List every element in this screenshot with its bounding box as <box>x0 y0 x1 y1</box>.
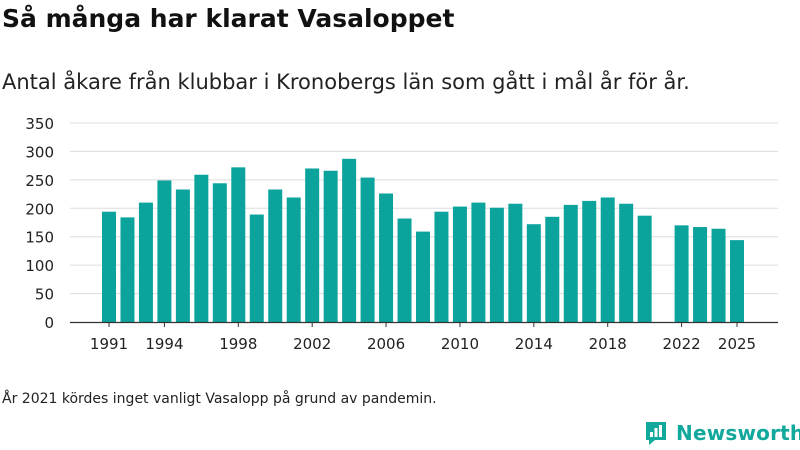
bar-1998 <box>231 167 246 322</box>
y-tick-label: 100 <box>25 257 54 275</box>
bar-2002 <box>305 168 320 322</box>
bar-2022 <box>674 225 689 322</box>
bar-2001 <box>286 197 301 322</box>
bar-2008 <box>416 231 430 322</box>
bar-2014 <box>526 224 541 322</box>
bar-1997 <box>212 183 227 322</box>
chart-title: Så många har klarat Vasaloppet <box>2 4 455 33</box>
x-tick-label: 1994 <box>145 335 183 353</box>
y-tick-label: 150 <box>25 229 54 247</box>
bar-2020 <box>637 215 652 322</box>
x-tick-label: 2006 <box>367 335 405 353</box>
bar-2000 <box>268 189 283 322</box>
bar-1994 <box>157 180 172 322</box>
bar-2004 <box>342 158 357 322</box>
chart-footnote: År 2021 kördes inget vanligt Vasalopp på… <box>2 391 437 407</box>
bar-1999 <box>249 214 264 322</box>
newsworthy-logo[interactable]: Newsworthy <box>644 420 800 446</box>
bar-2024 <box>711 228 726 322</box>
bar-2012 <box>489 207 504 322</box>
bar-2006 <box>379 193 394 322</box>
bar-2023 <box>693 227 708 322</box>
bar-2018 <box>600 197 615 322</box>
bar-2003 <box>323 170 338 322</box>
x-tick-label: 2002 <box>293 335 331 353</box>
x-tick-label: 2022 <box>662 335 700 353</box>
bar-2005 <box>360 177 375 322</box>
bar-2011 <box>471 202 486 322</box>
bar-2017 <box>582 200 597 322</box>
bar-2013 <box>508 203 523 322</box>
bar-2019 <box>619 203 634 322</box>
y-tick-label: 200 <box>25 200 54 218</box>
y-tick-label: 50 <box>35 286 54 304</box>
bar-1993 <box>138 202 153 322</box>
x-tick-label: 1998 <box>219 335 257 353</box>
y-tick-label: 250 <box>25 172 54 190</box>
y-tick-label: 350 <box>25 115 54 133</box>
chart-subtitle: Antal åkare från klubbar i Kronobergs lä… <box>2 70 690 94</box>
bar-1991 <box>102 211 116 322</box>
logo-text: Newsworthy <box>676 421 800 445</box>
bar-1995 <box>175 189 190 322</box>
x-tick-label: 2018 <box>589 335 627 353</box>
bar-2016 <box>563 204 578 322</box>
bar-2007 <box>397 218 412 322</box>
x-tick-label: 2010 <box>441 335 479 353</box>
x-tick-label: 2025 <box>718 335 756 353</box>
x-tick-label: 2014 <box>515 335 553 353</box>
y-tick-label: 0 <box>44 314 54 332</box>
bar-2025 <box>730 240 744 322</box>
bar-2009 <box>434 211 449 322</box>
bar-2015 <box>545 216 560 322</box>
bar-1992 <box>120 217 135 322</box>
newsworthy-chart-icon <box>646 422 666 445</box>
x-tick-label: 1991 <box>90 335 128 353</box>
y-tick-label: 300 <box>25 143 54 161</box>
bar-2010 <box>452 206 467 322</box>
bar-1996 <box>194 174 209 322</box>
